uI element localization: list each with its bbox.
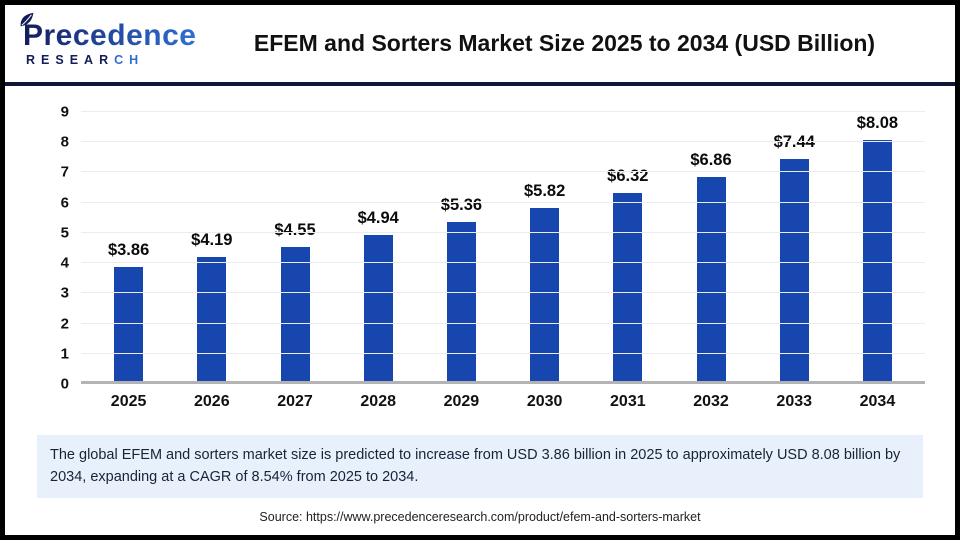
source-line: Source: https://www.precedenceresearch.c… [259, 509, 701, 524]
precedence-research-logo: Precedence RESEARCH [17, 12, 202, 67]
y-tick-label-1: 1 [60, 345, 69, 363]
bar-chart: $3.86 $4.19 $4.55 $4.94 $5.36 $5.82 $6.32 $6.86… [61, 105, 925, 411]
logo-research-text: RESEARCH [23, 53, 202, 67]
plot-area: $3.86 $4.19 $4.55 $4.94 $5.36 $5.82 $6.32 $6.86… [61, 105, 925, 392]
bar-column-2033: $7.44 [753, 112, 836, 384]
gridline [81, 352, 925, 354]
bar-2034 [862, 139, 892, 384]
bar-column-2025: $3.86 [87, 112, 170, 384]
header: Precedence RESEARCH EFEM and Sorters Mar… [5, 5, 955, 82]
gridline [81, 171, 925, 173]
y-tick-label-6: 6 [60, 194, 69, 212]
logo-research-dark: RESEAR [26, 52, 115, 67]
x-tick-label-2034: 2034 [859, 393, 896, 410]
y-tick-label-5: 5 [60, 224, 69, 242]
bar-2033 [779, 159, 809, 384]
bar-value-label-2031: $6.32 [607, 167, 649, 185]
bar-column-2034: $8.08 [836, 112, 919, 384]
logo-research-light: CH [114, 52, 145, 67]
bars-row: $3.86 $4.19 $4.55 $4.94 $5.36 $5.82 $6.32 $6.86… [81, 112, 925, 384]
x-axis-line [81, 381, 925, 384]
bar-column-2029: $5.36 [420, 112, 503, 384]
bar-column-2030: $5.82 [503, 112, 586, 384]
gridline [81, 231, 925, 233]
x-tick-label-2033: 2033 [776, 393, 813, 410]
gridline [81, 262, 925, 264]
bar-2030 [530, 208, 560, 384]
bar-column-2031: $6.32 [586, 112, 669, 384]
y-tick-label-7: 7 [60, 163, 69, 181]
bar-2029 [446, 222, 476, 384]
bar-2027 [280, 246, 310, 384]
bar-2032 [696, 176, 726, 384]
bar-value-label-2028: $4.94 [357, 208, 399, 227]
gridline [81, 201, 925, 203]
bar-value-label-2026: $4.19 [191, 231, 233, 250]
bar-value-label-2027: $4.55 [274, 220, 316, 239]
bar-value-label-2034: $8.08 [856, 113, 899, 132]
header-divider [5, 82, 955, 86]
x-tick-label-2032: 2032 [693, 393, 729, 410]
bar-value-label-2030: $5.82 [523, 182, 566, 201]
bar-value-label-2025: $3.86 [107, 241, 150, 260]
leaf-icon [19, 12, 35, 33]
bar-value-label-2033: $7.44 [773, 133, 815, 152]
bar-value-label-2032: $6.86 [690, 150, 732, 169]
x-tick-label-2027: 2027 [277, 393, 313, 410]
gridline [81, 292, 925, 294]
page-title: EFEM and Sorters Market Size 2025 to 203… [253, 30, 876, 56]
bar-column-2032: $6.86 [669, 112, 752, 384]
logo-brand-text: Precedence [23, 18, 197, 52]
gridline [81, 111, 925, 112]
y-tick-label-8: 8 [60, 133, 69, 151]
bar-2031 [613, 193, 643, 384]
bar-column-2026: $4.19 [170, 112, 253, 384]
bar-value-label-2029: $5.36 [440, 196, 483, 215]
y-tick-label-9: 9 [60, 103, 69, 121]
gridline [81, 322, 925, 324]
x-tick-label-2025: 2025 [110, 393, 147, 410]
bar-2026 [197, 257, 227, 384]
x-axis-labels: 2025 2026 2027 2028 2029 2030 2031 2032 2033 2034 [81, 393, 925, 411]
y-tick-label-3: 3 [60, 284, 69, 302]
x-tick-label-2029: 2029 [443, 393, 480, 410]
y-tick-label-2: 2 [60, 315, 69, 333]
y-tick-label-0: 0 [60, 375, 69, 393]
bar-2025 [114, 267, 144, 384]
bar-column-2028: $4.94 [337, 112, 420, 384]
bar-2028 [363, 234, 393, 384]
x-tick-label-2030: 2030 [526, 393, 563, 410]
summary-text: The global EFEM and sorters market size … [50, 447, 901, 486]
bar-column-2027: $4.55 [253, 112, 336, 384]
gridline [81, 141, 925, 143]
y-tick-label-4: 4 [60, 254, 69, 272]
x-tick-label-2031: 2031 [610, 393, 646, 410]
summary-callout: The global EFEM and sorters market size … [37, 435, 923, 498]
x-tick-label-2028: 2028 [360, 393, 396, 410]
x-tick-label-2026: 2026 [194, 393, 230, 410]
